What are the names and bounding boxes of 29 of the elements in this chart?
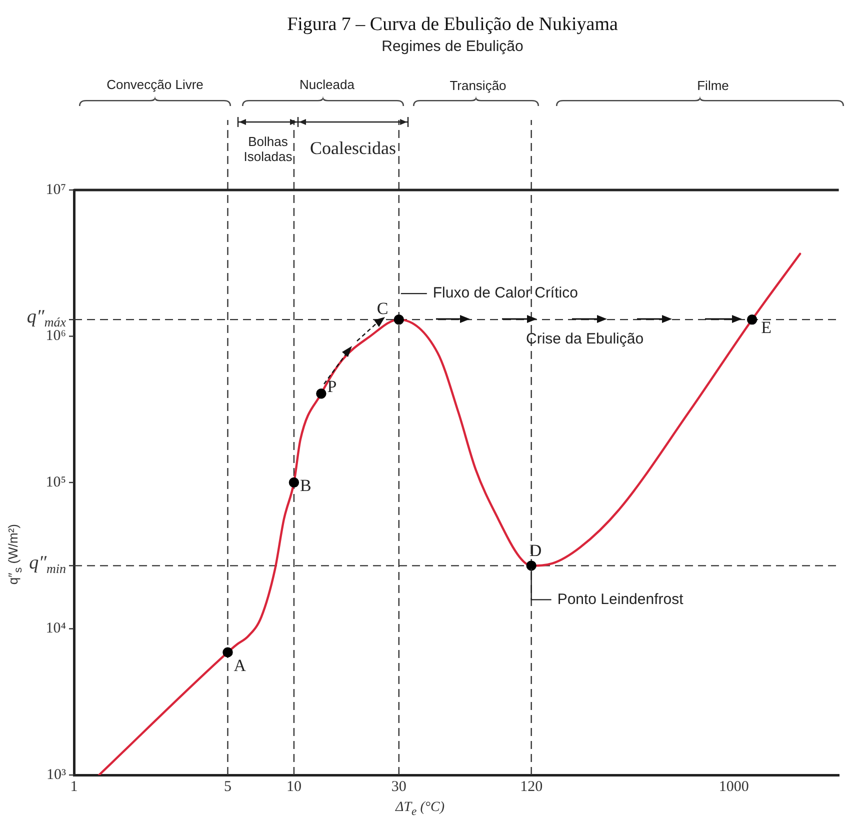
annotation: C — [376, 299, 388, 318]
y-tick-label: 10⁶ — [46, 328, 66, 344]
x-axis-title: ΔT$_{e}$ (°C) — [394, 800, 446, 818]
y-tick-label: 10⁴ — [46, 620, 66, 637]
text: Bolhas Isoladas — [242, 134, 294, 164]
x-tick-label: 5 — [224, 778, 232, 795]
x-tick-label: 1000 — [718, 778, 749, 795]
text: Coalescidas — [309, 138, 397, 159]
annotation: A — [234, 656, 247, 675]
text: Nucleada — [298, 77, 356, 92]
annotation: Fluxo de Calor Crítico — [432, 284, 578, 302]
x-tick-label: 120 — [520, 778, 543, 795]
annotation: B — [300, 476, 312, 495]
x-tick-label: 1 — [70, 778, 78, 795]
y-tick-label: 10⁵ — [46, 474, 66, 490]
x-tick-label: 10 — [286, 778, 302, 795]
text: Transição — [448, 78, 508, 93]
annotation: Crise da Ebulição — [526, 330, 644, 348]
text: Filme — [696, 78, 730, 93]
annotation: D — [529, 541, 542, 560]
annotation: P — [327, 377, 337, 396]
x-tick-label: 30 — [391, 778, 406, 795]
annotation: E — [761, 318, 772, 338]
y-tick-label: 10³ — [46, 766, 67, 783]
y-tick-label: 10⁷ — [46, 182, 66, 198]
chart-subtitle: Regimes de Ebulição — [380, 38, 524, 55]
annotation: Ponto Leindenfrost — [557, 590, 684, 608]
chart-title: Figura 7 – Curva de Ebulição de Nukiyama — [286, 14, 619, 36]
text: Convecção Livre — [106, 77, 204, 92]
